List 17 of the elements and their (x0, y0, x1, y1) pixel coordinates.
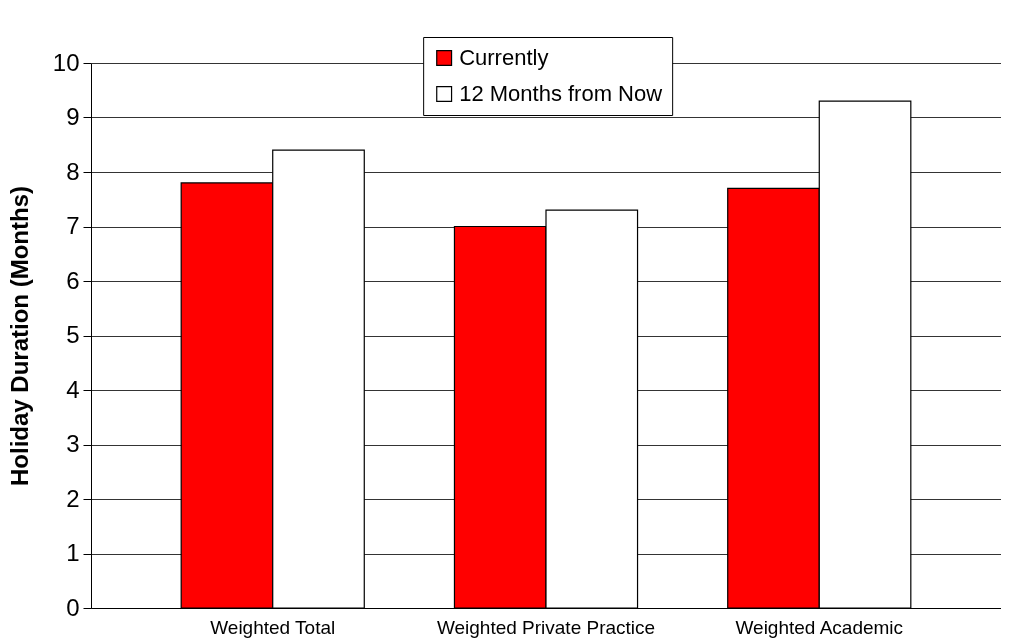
y-tick-label: 2 (66, 484, 80, 512)
legend-label: 12 Months from Now (459, 81, 663, 106)
y-tick-label: 6 (66, 266, 80, 294)
y-tick-label: 8 (66, 157, 80, 185)
x-tick-label: Weighted Private Practice (436, 616, 656, 638)
y-tick-label: 10 (52, 48, 80, 76)
y-tick-label: 9 (66, 103, 80, 130)
y-tick-label: 7 (66, 212, 80, 239)
y-tick-label: 3 (66, 430, 80, 457)
y-tick-label: 0 (66, 593, 80, 621)
x-tick-label: Weighted Academic (735, 616, 904, 638)
y-tick-label: 5 (66, 321, 80, 348)
legend-label: Currently (459, 45, 549, 70)
y-axis-title: Holiday Duration (Months) (5, 186, 33, 486)
y-tick-label: 4 (66, 375, 80, 403)
y-tick-label: 1 (66, 539, 80, 566)
x-tick-label: Weighted Total (210, 616, 336, 638)
